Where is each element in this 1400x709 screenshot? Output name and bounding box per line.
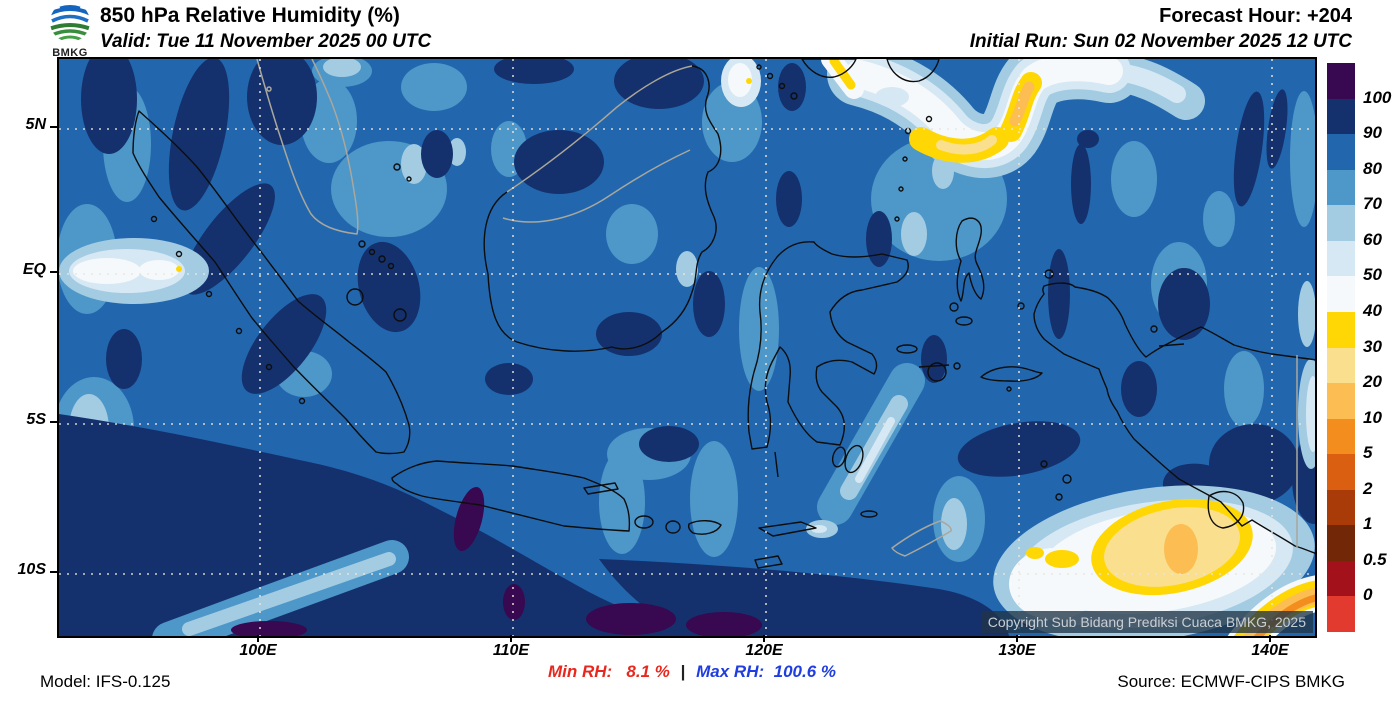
colorbar-level-label: 40 bbox=[1363, 300, 1382, 320]
colorbar-level-label: 2 bbox=[1363, 478, 1373, 498]
colorbar-swatch bbox=[1327, 596, 1355, 632]
colorbar-level-label: 100 bbox=[1363, 87, 1392, 107]
lat-tick bbox=[50, 126, 57, 128]
colorbar-swatch bbox=[1327, 276, 1355, 312]
colorbar-swatch bbox=[1327, 454, 1355, 490]
dry-zone-southeast bbox=[993, 359, 1315, 636]
colorbar-level-label: 30 bbox=[1363, 336, 1382, 356]
lon-label-130e: 130E bbox=[998, 642, 1036, 659]
colorbar-swatch bbox=[1327, 205, 1355, 241]
bmkg-logo: BMKG bbox=[44, 1, 96, 59]
country-borders bbox=[256, 59, 1298, 557]
graticule bbox=[59, 59, 1315, 636]
colorbar-swatch bbox=[1327, 311, 1355, 348]
lon-label-140e: 140E bbox=[1251, 642, 1289, 659]
colorbar-swatch bbox=[1327, 489, 1355, 526]
colorbar-level-label: 90 bbox=[1363, 123, 1382, 143]
colorbar-level-label: 70 bbox=[1363, 194, 1382, 214]
lon-label-110e: 110E bbox=[492, 642, 530, 659]
lon-tick bbox=[1269, 635, 1271, 642]
colorbar-swatch bbox=[1327, 169, 1355, 206]
colorbar-level-label: 20 bbox=[1363, 372, 1382, 392]
colorbar-level-label: 1 bbox=[1363, 514, 1373, 534]
lat-tick bbox=[50, 571, 57, 573]
colorbar-swatch bbox=[1327, 347, 1355, 384]
min-max-rh: Min RH: 8.1 % | Max RH: 100.6 % bbox=[548, 662, 836, 682]
lon-tick bbox=[763, 635, 765, 642]
colorbar-swatch bbox=[1327, 134, 1355, 170]
lat-label-5n: 5N bbox=[25, 116, 46, 133]
source-label: Source: ECMWF-CIPS BMKG bbox=[1117, 672, 1345, 691]
colorbar-swatch bbox=[1327, 98, 1355, 135]
lon-tick bbox=[257, 635, 259, 642]
colorbar-level-label: 10 bbox=[1363, 407, 1382, 427]
humidity-contour-map bbox=[59, 59, 1315, 636]
colorbar-level-label: 50 bbox=[1363, 265, 1382, 285]
lat-label-10s: 10S bbox=[17, 561, 46, 578]
colorbar-level-label: 0.5 bbox=[1363, 549, 1387, 569]
lon-label-100e: 100E bbox=[239, 642, 277, 659]
colorbar-level-label: 80 bbox=[1363, 158, 1382, 178]
bmkg-logo-icon bbox=[50, 2, 90, 42]
lon-tick bbox=[510, 635, 512, 642]
lon-tick bbox=[1016, 635, 1018, 642]
min-max-divider: | bbox=[680, 662, 686, 681]
colorbar-level-label: 5 bbox=[1363, 443, 1373, 463]
colorbar-swatch bbox=[1327, 418, 1355, 455]
dry-spot-west bbox=[59, 238, 209, 304]
humidity-map-canvas bbox=[57, 57, 1317, 638]
colorbar-labels: 100 90 80 70 60 50 40 30 20 10 5 2 1 0.5 0 bbox=[1363, 63, 1400, 632]
colorbar-swatch bbox=[1327, 383, 1355, 419]
copyright-badge: Copyright Sub Bidang Prediksi Cuaca BMKG… bbox=[980, 611, 1313, 633]
dry-swirl-north bbox=[821, 59, 1205, 179]
lat-label-5s: 5S bbox=[26, 411, 46, 428]
colorbar-swatch bbox=[1327, 560, 1355, 597]
lat-label-eq: EQ bbox=[22, 261, 46, 278]
max-rh-label: Max RH: bbox=[696, 662, 765, 681]
colorbar-swatch bbox=[1327, 240, 1355, 277]
valid-time-label: Valid: Tue 11 November 2025 00 UTC bbox=[100, 31, 432, 52]
model-label: Model: IFS-0.125 bbox=[40, 672, 171, 691]
colorbar-level-label: 0 bbox=[1363, 585, 1373, 605]
colorbar-level-label: 60 bbox=[1363, 229, 1382, 249]
min-rh-value: 8.1 % bbox=[626, 662, 670, 681]
lon-label-120e: 120E bbox=[745, 642, 783, 659]
colorbar-swatch bbox=[1327, 63, 1355, 99]
colorbar bbox=[1327, 63, 1355, 632]
bmkg-logo-text: BMKG bbox=[52, 47, 88, 59]
max-rh-value: 100.6 % bbox=[773, 662, 836, 681]
colorbar-swatch bbox=[1327, 525, 1355, 561]
lat-tick bbox=[50, 421, 57, 423]
initial-run-label: Initial Run: Sun 02 November 2025 12 UTC bbox=[969, 31, 1352, 52]
lat-tick bbox=[50, 271, 57, 273]
page-title: 850 hPa Relative Humidity (%) bbox=[100, 4, 400, 27]
min-rh-label: Min RH: bbox=[548, 662, 613, 681]
forecast-hour-label: Forecast Hour: +204 bbox=[1159, 5, 1352, 27]
